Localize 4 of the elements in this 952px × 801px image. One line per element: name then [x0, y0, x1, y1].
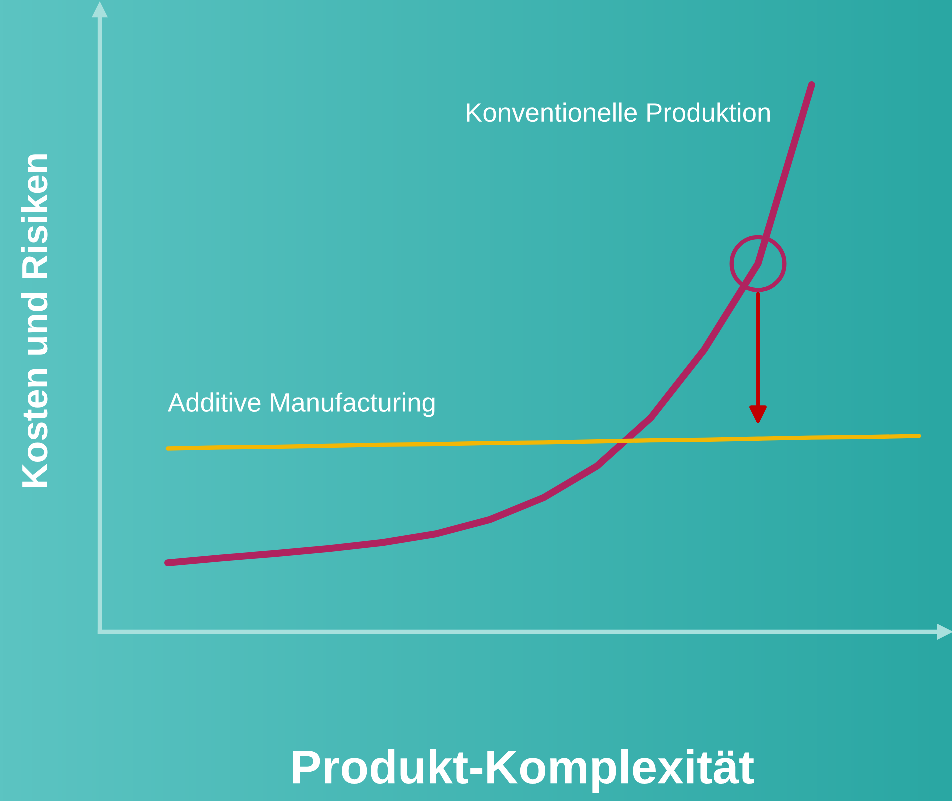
series-label: Konventionelle Produktion	[467, 102, 770, 122]
x-axis-title: Produkt-Komplexität	[293, 749, 754, 794]
y-axis-title: Kosten und Risiken	[21, 154, 48, 488]
series-label: Additive Manufacturing	[168, 392, 435, 418]
